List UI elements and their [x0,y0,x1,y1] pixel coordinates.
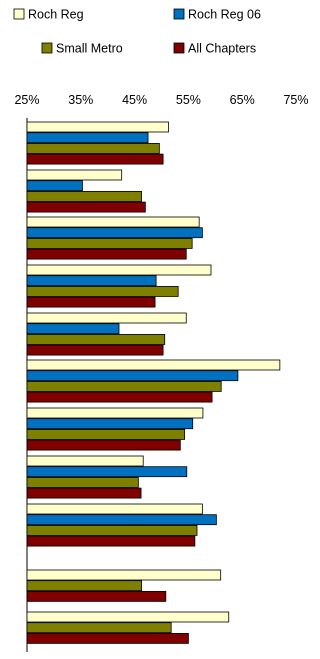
bar-all-chapters-group-7 [26,439,181,451]
bar-small-metro-group-3 [26,237,193,249]
legend-label-0: Roch Reg [28,8,84,22]
legend-swatch-1 [173,8,185,20]
bar-small-metro-group-6 [26,380,222,392]
bar-small-metro-group-10 [26,580,142,592]
x-tick-label: 65% [230,93,255,107]
bar-roch-reg-06-group-2 [26,180,83,192]
x-axis-tick-labels: 25% 35% 45% 55% 65% 75% [14,93,308,107]
bar-roch-reg-06-group-7 [26,418,194,430]
bar-small-metro-group-7 [26,428,186,440]
bar-all-chapters-group-10 [26,591,167,602]
bar-all-chapters-group-3 [26,248,187,260]
bar-all-chapters-group-6 [26,391,213,403]
bar-roch-reg-group-11 [26,611,230,623]
legend-label-3: All Chapters [188,42,256,56]
bar-roch-reg-group-6 [26,359,281,371]
bar-small-metro-group-11 [26,622,172,634]
bar-roch-reg-group-10 [26,569,222,581]
bar-roch-reg-group-5 [26,312,187,324]
bar-all-chapters-group-8 [26,487,142,499]
bar-all-chapters-group-2 [26,201,146,213]
bar-roch-reg-06-group-5 [26,323,120,335]
bars [26,121,281,644]
bar-roch-reg-06-group-6 [26,370,239,382]
bar-roch-reg-group-2 [26,169,123,181]
bar-all-chapters-group-11 [26,633,189,644]
legend: Roch Reg Roch Reg 06 Small Metro All Chapte… [13,8,261,56]
x-tick-label: 55% [176,93,201,107]
bar-small-metro-group-2 [26,190,142,202]
bar-all-chapters-group-9 [26,535,196,547]
bar-all-chapters-group-4 [26,296,156,308]
bar-roch-reg-group-7 [26,407,204,419]
bar-all-chapters-group-5 [26,344,164,356]
bar-roch-reg-group-3 [26,216,200,228]
bar-roch-reg-06-group-8 [26,466,188,478]
legend-swatch-2 [41,42,53,54]
bar-all-chapters-group-1 [26,153,164,165]
bar-roch-reg-group-9 [26,503,203,515]
bar-small-metro-group-1 [26,142,160,154]
legend-label-2: Small Metro [56,42,123,56]
legend-label-1: Roch Reg 06 [188,8,261,22]
x-tick-label: 45% [122,93,147,107]
bar-roch-reg-06-group-3 [26,227,203,239]
bar-small-metro-group-8 [26,476,139,488]
bar-roch-reg-group-4 [26,264,212,276]
bar-small-metro-group-9 [26,525,198,536]
x-tick-label: 25% [14,93,39,107]
bar-roch-reg-06-group-1 [26,132,149,144]
bar-small-metro-group-4 [26,285,179,297]
bar-roch-reg-06-group-9 [26,514,217,526]
bar-roch-reg-06-group-4 [26,275,157,287]
legend-swatch-0 [13,8,25,20]
bar-small-metro-group-5 [26,333,166,345]
x-tick-label: 75% [283,93,308,107]
x-tick-label: 35% [68,93,93,107]
bar-roch-reg-group-1 [26,121,169,133]
bar-roch-reg-group-8 [26,455,144,467]
legend-swatch-3 [173,42,185,54]
